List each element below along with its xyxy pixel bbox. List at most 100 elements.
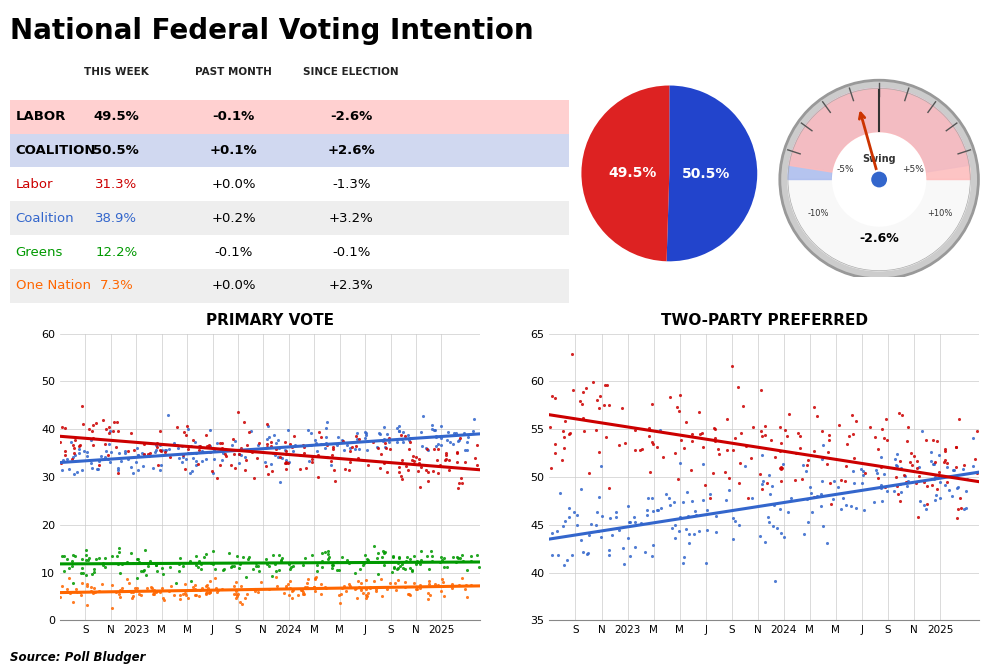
Point [426,466,442,477]
Point [119,574,135,585]
Point [100,450,116,460]
Point [560,512,576,522]
Point [246,564,262,575]
Point [652,503,668,514]
Point [637,546,653,557]
Point [413,546,429,556]
Point [335,552,351,562]
Point [81,555,97,566]
Point [198,549,214,560]
Point [314,556,330,566]
Point [544,528,560,538]
Point [91,552,107,563]
Point [290,590,306,601]
Point [772,422,788,432]
Point [738,441,754,452]
Point [86,567,102,578]
Point [955,464,971,474]
Point [194,564,210,574]
Point [848,502,864,513]
Point [214,438,230,449]
Point [633,444,649,454]
Point [73,589,89,600]
Point [278,464,294,474]
Point [81,552,97,563]
Point [544,390,560,401]
Point [799,460,815,471]
Point [330,432,346,443]
Point [890,489,906,500]
Text: -2.6%: -2.6% [859,231,899,245]
Point [405,565,421,576]
Point [52,592,68,603]
Point [356,558,372,568]
Point [911,471,927,482]
Point [196,552,212,562]
Point [66,469,82,480]
Point [86,440,102,450]
Point [183,576,199,586]
Point [382,437,398,448]
Point [906,450,922,461]
Point [889,481,905,492]
Point [75,554,91,564]
Point [177,579,193,590]
Point [387,578,403,588]
Point [282,564,298,574]
Point [879,486,895,497]
Text: 12.2%: 12.2% [95,245,138,259]
Point [304,456,320,467]
Point [449,457,465,468]
Point [266,448,282,458]
Point [131,557,147,568]
Point [136,449,152,460]
Point [879,434,895,445]
Point [710,444,726,455]
Point [247,584,263,594]
Point [725,534,741,544]
Point [923,480,939,490]
Point [267,430,283,440]
Point [352,564,368,574]
Point [320,416,336,427]
Circle shape [832,132,926,227]
Point [821,478,837,488]
Point [56,551,72,562]
Point [311,427,327,438]
Point [867,432,883,443]
Point [272,476,288,487]
Point [554,454,570,465]
Point [373,462,389,473]
Point [114,582,130,593]
Point [331,565,347,576]
Point [284,442,300,452]
Point [251,438,267,448]
Point [191,556,207,566]
Point [201,440,217,451]
Point [392,420,408,431]
Point [691,407,707,418]
Point [309,566,325,576]
Point [855,470,871,480]
Point [923,456,939,466]
Point [128,457,144,468]
Point [356,588,372,598]
Point [232,562,248,573]
Point [177,427,193,438]
Point [296,588,312,599]
Text: SINCE ELECTION: SINCE ELECTION [304,67,399,77]
Point [241,553,257,564]
Point [146,584,162,595]
Point [705,468,721,478]
Point [692,428,708,439]
Point [627,517,643,528]
Point [762,489,778,500]
Point [600,545,616,556]
Point [830,482,846,493]
Point [152,426,168,436]
Point [237,465,253,476]
Point [371,569,387,580]
Point [408,559,424,570]
Point [681,529,697,540]
Point [259,442,275,452]
